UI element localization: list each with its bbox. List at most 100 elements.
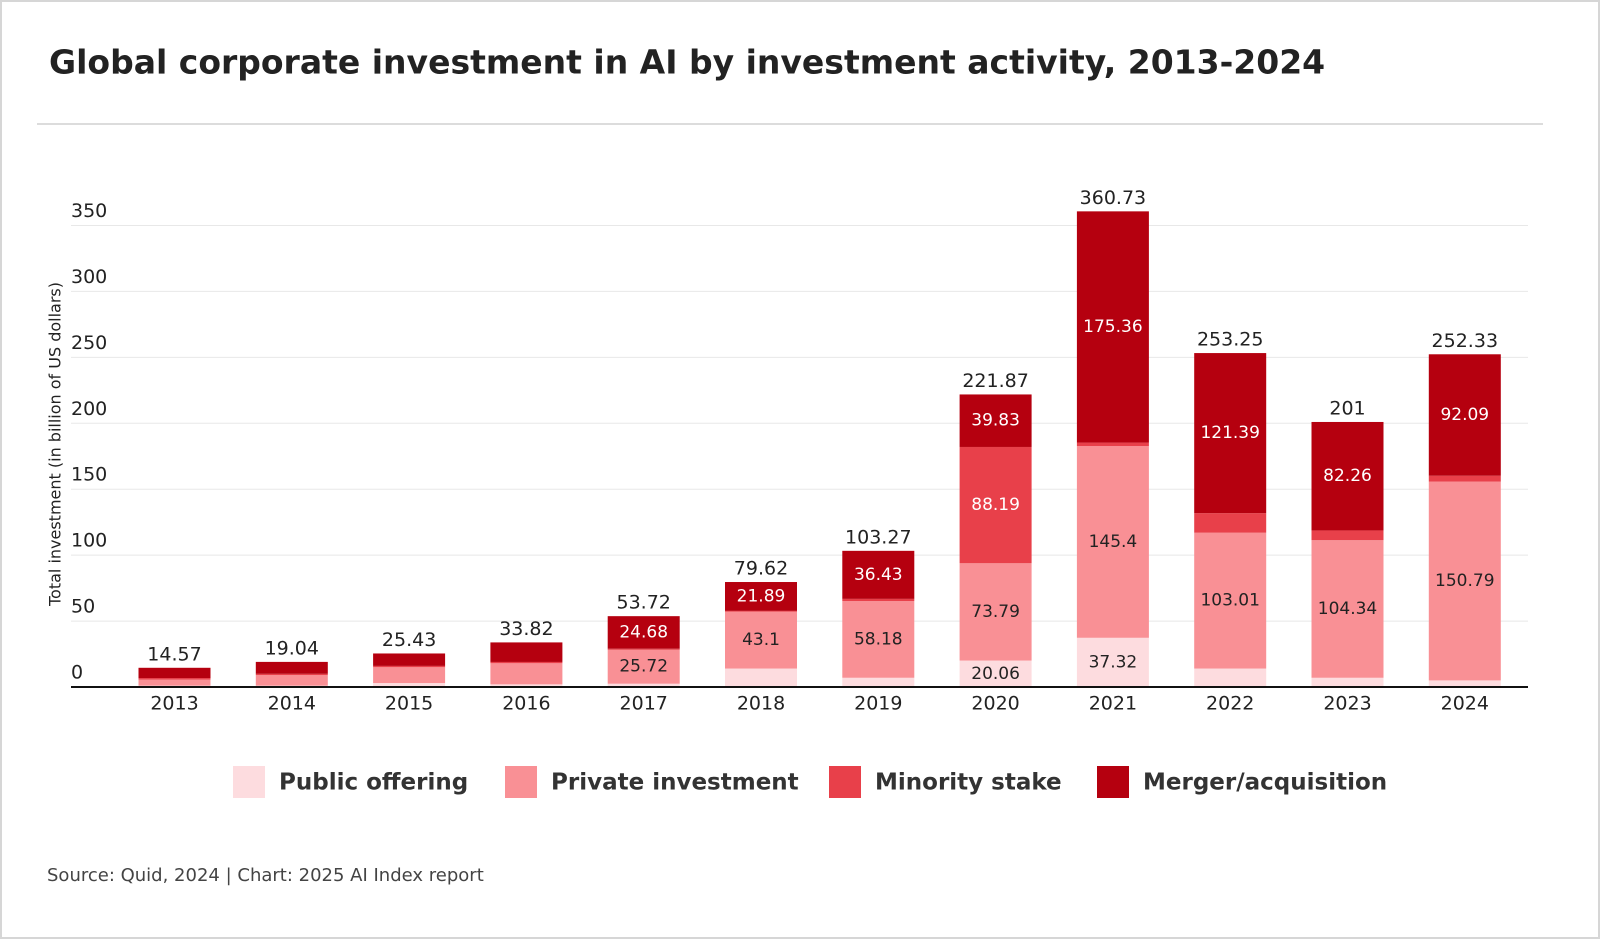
segment-label: 20.06 bbox=[971, 664, 1020, 684]
total-label: 360.73 bbox=[1080, 187, 1146, 209]
bar-segment bbox=[725, 610, 797, 612]
y-tick-label: 250 bbox=[71, 332, 107, 354]
x-tick-label: 2016 bbox=[502, 693, 550, 715]
segment-label: 145.4 bbox=[1089, 532, 1138, 552]
total-label: 19.04 bbox=[265, 637, 319, 659]
legend-swatch bbox=[233, 766, 265, 798]
chart-title: Global corporate investment in AI by inv… bbox=[49, 43, 1325, 82]
bar-segment bbox=[1428, 475, 1501, 482]
segment-label: 39.83 bbox=[971, 411, 1020, 431]
x-tick-label: 2013 bbox=[150, 693, 198, 715]
x-tick-label: 2014 bbox=[268, 693, 316, 715]
bar-segment bbox=[842, 550, 915, 599]
bar-segment bbox=[255, 675, 328, 686]
bar-segment bbox=[1076, 442, 1149, 447]
bar-segment bbox=[1076, 637, 1149, 687]
bar-segment bbox=[1194, 668, 1267, 687]
legend-label: Merger/acquisition bbox=[1143, 770, 1387, 796]
x-tick-label: 2017 bbox=[620, 693, 668, 715]
segment-label: 21.89 bbox=[737, 586, 786, 606]
bar-segment bbox=[1076, 446, 1149, 638]
total-label: 103.27 bbox=[845, 526, 911, 548]
x-tick-label: 2023 bbox=[1323, 693, 1371, 715]
segment-label: 73.79 bbox=[971, 602, 1020, 622]
bar-segment bbox=[138, 667, 211, 679]
bar-segment bbox=[138, 679, 211, 686]
x-tick-label: 2020 bbox=[971, 693, 1019, 715]
total-label: 33.82 bbox=[499, 618, 553, 640]
bar-segment bbox=[607, 683, 680, 687]
segment-label: 36.43 bbox=[854, 565, 903, 585]
bar-segment bbox=[1311, 421, 1384, 531]
bar-segment bbox=[1311, 677, 1384, 687]
bar-segment bbox=[490, 663, 563, 685]
bar-segment bbox=[842, 601, 915, 678]
legend-label: Private investment bbox=[551, 770, 799, 796]
y-tick-label: 50 bbox=[71, 596, 95, 618]
bar-segment bbox=[490, 661, 563, 664]
bar-segment bbox=[490, 642, 563, 662]
bar-segment bbox=[607, 649, 680, 684]
bar-segment bbox=[138, 678, 211, 680]
total-label: 252.33 bbox=[1432, 330, 1498, 352]
bar-segment bbox=[373, 667, 446, 684]
segment-label: 150.79 bbox=[1435, 571, 1494, 591]
bar-segment bbox=[725, 668, 797, 687]
total-label: 201 bbox=[1329, 397, 1365, 419]
total-label: 253.25 bbox=[1197, 329, 1263, 351]
bar-segment bbox=[1076, 211, 1149, 443]
x-tick-label: 2022 bbox=[1206, 693, 1254, 715]
bar-segment bbox=[959, 446, 1032, 564]
legend-swatch bbox=[1097, 766, 1129, 798]
bar-segment bbox=[1311, 540, 1384, 678]
bar-segment bbox=[1194, 532, 1267, 669]
bar-segment bbox=[1428, 680, 1501, 687]
total-label: 14.57 bbox=[147, 643, 201, 665]
bar-segment bbox=[373, 683, 446, 687]
x-tick-label: 2018 bbox=[737, 693, 785, 715]
segment-label: 25.72 bbox=[619, 657, 668, 677]
bar-segment bbox=[1194, 513, 1267, 533]
y-tick-label: 300 bbox=[71, 266, 107, 288]
segment-label: 121.39 bbox=[1200, 423, 1259, 443]
bar-segment bbox=[959, 563, 1032, 661]
legend-swatch bbox=[829, 766, 861, 798]
x-tick-label: 2024 bbox=[1441, 693, 1489, 715]
bar-segment bbox=[373, 653, 446, 666]
y-tick-label: 200 bbox=[71, 398, 107, 420]
bar-segment bbox=[490, 684, 563, 687]
segment-label: 92.09 bbox=[1440, 405, 1489, 425]
y-tick-label: 350 bbox=[71, 200, 107, 222]
legend-label: Minority stake bbox=[875, 770, 1062, 796]
bar-segment bbox=[373, 665, 446, 668]
segment-label: 175.36 bbox=[1083, 317, 1142, 337]
source: Source: Quid, 2024 | Chart: 2025 AI Inde… bbox=[47, 865, 484, 886]
segment-label: 24.68 bbox=[619, 622, 668, 642]
x-tick-label: 2015 bbox=[385, 693, 433, 715]
bar-segment bbox=[1194, 353, 1267, 514]
x-tick-label: 2021 bbox=[1089, 693, 1137, 715]
y-tick-label: 150 bbox=[71, 464, 107, 486]
bar-segment bbox=[607, 616, 680, 649]
bar-segment bbox=[959, 660, 1032, 687]
bar-segment bbox=[959, 394, 1032, 447]
legend-swatch bbox=[505, 766, 537, 798]
y-tick-label: 100 bbox=[71, 530, 107, 552]
bar-segment bbox=[842, 598, 915, 602]
segment-label: 104.34 bbox=[1318, 599, 1377, 619]
y-axis-title: Total investment (in billion of US dolla… bbox=[46, 282, 65, 607]
bar-segment bbox=[607, 648, 680, 650]
bar-segment bbox=[255, 673, 328, 676]
segment-label: 103.01 bbox=[1200, 591, 1259, 611]
bar-segment bbox=[842, 677, 915, 687]
legend-label: Public offering bbox=[279, 770, 468, 796]
segment-label: 82.26 bbox=[1323, 466, 1372, 486]
y-tick-label: 0 bbox=[71, 662, 83, 684]
total-label: 221.87 bbox=[962, 370, 1028, 392]
bar-segment bbox=[1428, 481, 1501, 681]
bar-segment bbox=[725, 582, 797, 611]
segment-label: 58.18 bbox=[854, 629, 903, 649]
segment-label: 88.19 bbox=[971, 495, 1020, 515]
